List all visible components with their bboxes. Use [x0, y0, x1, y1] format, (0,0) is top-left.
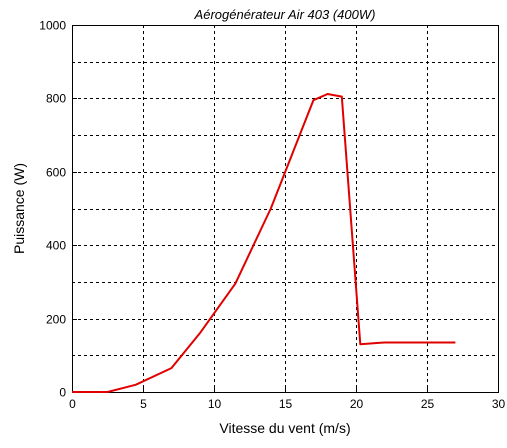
x-tick-label-5: 25: [421, 397, 435, 411]
y-tick-label-3: 600: [46, 166, 66, 180]
x-axis-label: Vitesse du vent (m/s): [219, 420, 350, 436]
series-line-0: [72, 94, 455, 392]
grid-layer: [72, 25, 498, 392]
chart-title: Aérogénérateur Air 403 (400W): [194, 7, 376, 22]
y-tick-label-4: 800: [46, 92, 66, 106]
tick-layer: 0 5 10 15 20 25 30 0 200 400 600 800 1000: [39, 19, 505, 412]
x-tick-label-4: 20: [350, 397, 364, 411]
x-tick-label-6: 30: [492, 397, 506, 411]
series-layer: [72, 94, 455, 392]
y-axis-label: Puissance (W): [11, 163, 27, 254]
x-tick-label-2: 10: [208, 397, 222, 411]
x-tick-label-0: 0: [69, 397, 76, 411]
y-tick-label-0: 0: [59, 386, 66, 400]
y-tick-label-1: 200: [46, 313, 66, 327]
y-tick-label-5: 1000: [39, 19, 66, 33]
y-tick-label-2: 400: [46, 239, 66, 253]
x-tick-label-3: 15: [279, 397, 293, 411]
x-tick-label-1: 5: [140, 397, 147, 411]
